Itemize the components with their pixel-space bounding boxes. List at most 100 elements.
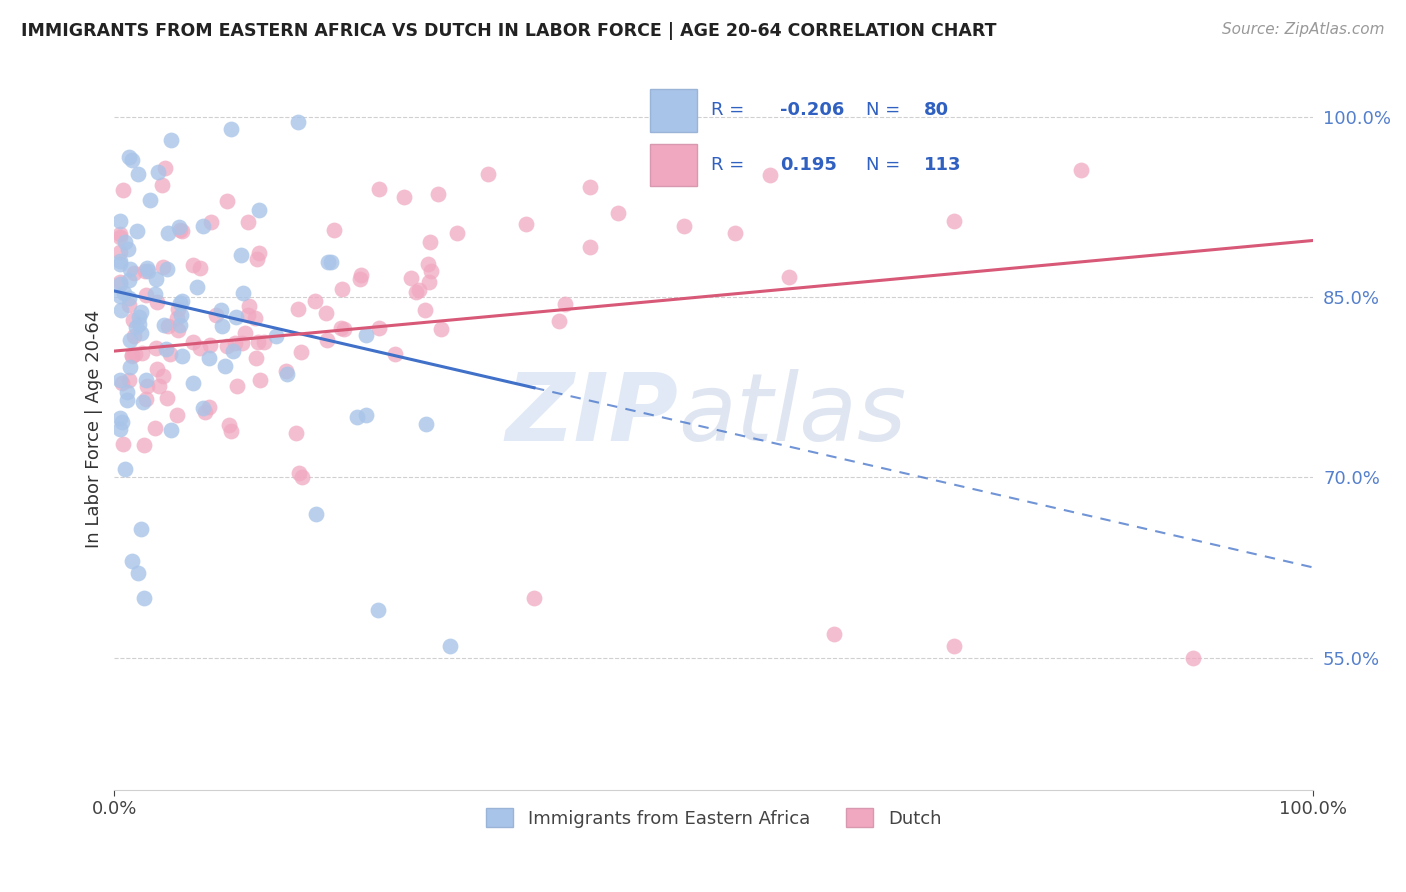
Point xyxy=(110,214,132,228)
Point xyxy=(167,302,190,317)
Point xyxy=(759,169,782,183)
Point xyxy=(214,359,236,373)
Point xyxy=(121,312,143,326)
Point xyxy=(145,272,167,286)
Point xyxy=(288,466,311,480)
Point xyxy=(188,341,211,355)
Point xyxy=(290,344,312,359)
Point xyxy=(152,318,174,332)
Point xyxy=(121,349,143,363)
Point xyxy=(110,253,132,268)
Point xyxy=(145,421,167,435)
Point xyxy=(134,438,156,452)
Point xyxy=(172,293,194,308)
Point xyxy=(349,272,371,286)
Point xyxy=(169,223,191,237)
Point xyxy=(115,392,138,407)
Point xyxy=(135,287,157,301)
Point xyxy=(136,261,159,276)
Point xyxy=(160,133,183,147)
Point xyxy=(329,320,352,334)
Point xyxy=(156,262,179,277)
Point xyxy=(145,341,167,355)
Point xyxy=(332,282,354,296)
Point xyxy=(110,302,132,317)
Point xyxy=(673,219,696,233)
Point xyxy=(238,299,260,313)
Point xyxy=(477,167,499,181)
Point xyxy=(578,239,600,253)
Point xyxy=(367,321,389,335)
Point xyxy=(245,252,267,267)
Point xyxy=(169,296,191,310)
Point xyxy=(554,297,576,311)
Point xyxy=(128,310,150,324)
Point xyxy=(217,339,239,353)
Point xyxy=(200,215,222,229)
Point xyxy=(354,328,377,343)
Point xyxy=(304,293,326,308)
Text: ZIP: ZIP xyxy=(505,368,678,461)
Point xyxy=(146,295,169,310)
Point xyxy=(121,554,143,568)
Point xyxy=(233,326,256,340)
Point xyxy=(399,270,422,285)
Point xyxy=(110,422,132,436)
Point xyxy=(231,336,253,351)
Point xyxy=(247,202,270,217)
Point xyxy=(346,410,368,425)
Point xyxy=(127,224,149,238)
Point xyxy=(394,189,416,203)
Point xyxy=(118,272,141,286)
Point xyxy=(110,244,132,259)
Point xyxy=(316,333,339,347)
Point xyxy=(124,329,146,343)
Point xyxy=(205,308,228,322)
Point xyxy=(274,364,297,378)
Y-axis label: In Labor Force | Age 20-64: In Labor Force | Age 20-64 xyxy=(86,310,103,549)
Point xyxy=(547,314,569,328)
Point xyxy=(523,591,546,605)
Point xyxy=(291,470,314,484)
Point xyxy=(226,378,249,392)
Point xyxy=(114,235,136,249)
Point xyxy=(943,214,966,228)
Point xyxy=(127,566,149,581)
Point xyxy=(420,264,443,278)
Point xyxy=(231,248,253,262)
Point xyxy=(129,326,152,340)
Point xyxy=(318,255,340,269)
Point xyxy=(118,298,141,312)
Point xyxy=(243,310,266,325)
Point xyxy=(135,392,157,406)
Point xyxy=(127,167,149,181)
Point xyxy=(112,286,135,301)
Point xyxy=(198,338,221,352)
Point xyxy=(446,227,468,241)
Point xyxy=(350,268,373,283)
Point xyxy=(122,266,145,280)
Point xyxy=(110,227,132,241)
Point xyxy=(111,415,134,429)
Point xyxy=(332,322,354,336)
Point xyxy=(155,342,177,356)
Point xyxy=(153,161,176,175)
Point xyxy=(198,351,221,366)
Point xyxy=(367,182,389,196)
Point xyxy=(143,287,166,301)
Point xyxy=(211,319,233,334)
Point xyxy=(117,242,139,256)
Point xyxy=(159,423,181,437)
Point xyxy=(219,425,242,439)
Point xyxy=(110,257,132,271)
Point xyxy=(135,373,157,387)
Point xyxy=(120,333,142,347)
Point xyxy=(156,391,179,405)
Text: IMMIGRANTS FROM EASTERN AFRICA VS DUTCH IN LABOR FORCE | AGE 20-64 CORRELATION C: IMMIGRANTS FROM EASTERN AFRICA VS DUTCH … xyxy=(21,22,997,40)
Point xyxy=(110,275,132,289)
Point xyxy=(169,318,191,332)
Point xyxy=(112,437,135,451)
Point xyxy=(111,376,134,390)
Point xyxy=(167,220,190,235)
Point xyxy=(110,229,132,244)
